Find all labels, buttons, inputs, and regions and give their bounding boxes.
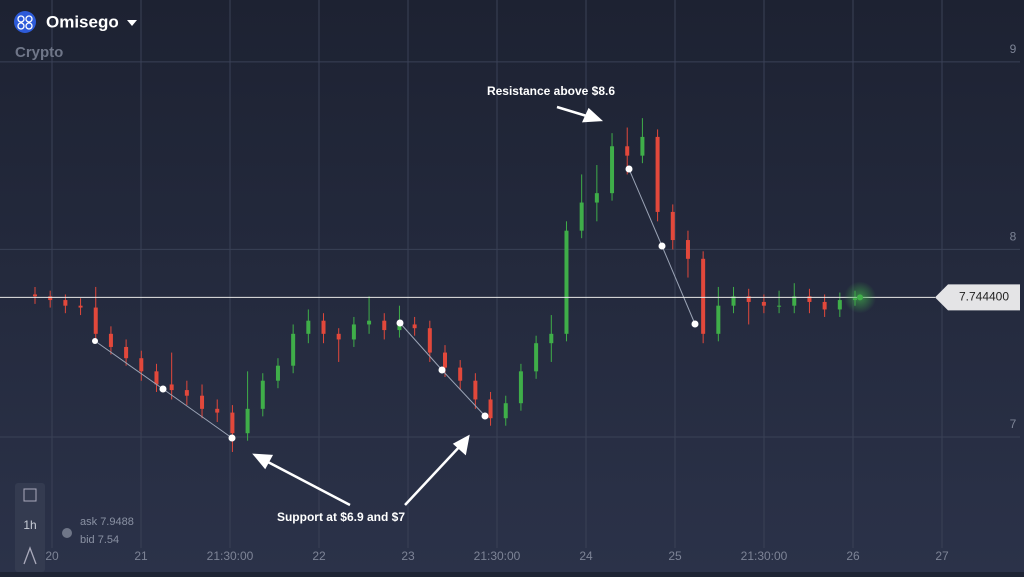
candle-body [534, 343, 539, 372]
asset-selector[interactable]: Omisego [14, 11, 137, 33]
asset-icon [14, 11, 36, 33]
price-line: 7.744400 [0, 281, 1020, 314]
candle-body [351, 324, 356, 340]
candle-body [458, 367, 463, 381]
candle-body [685, 240, 690, 259]
candle-body [579, 202, 584, 231]
candle-body [215, 408, 220, 413]
candle-body [777, 305, 782, 307]
help-icon[interactable] [62, 528, 72, 538]
candles [33, 118, 857, 452]
candle-body [549, 333, 554, 344]
candle-body [488, 399, 493, 419]
candle-body [336, 333, 341, 340]
price-dot [857, 294, 863, 301]
candle-body [610, 146, 615, 194]
y-tick-label: 8 [1010, 230, 1017, 244]
bid-price: bid 7.54 [80, 534, 119, 546]
price-tag-label: 7.744400 [959, 290, 1009, 304]
candle-body [427, 328, 432, 353]
candle-body [807, 296, 812, 302]
candle-type-button[interactable] [23, 488, 37, 502]
candle-body [837, 300, 842, 310]
asset-category: Crypto [15, 44, 63, 61]
candle-body [792, 296, 797, 306]
candle-body [473, 380, 478, 400]
candle-body [230, 412, 235, 434]
candle-body [564, 230, 569, 334]
candle-body [124, 346, 129, 359]
candle-body [108, 333, 113, 347]
candle-body [822, 301, 827, 310]
annotation: Resistance above $8.6 [487, 84, 615, 98]
y-tick-label: 9 [1010, 42, 1017, 56]
y-tick-label: 7 [1010, 417, 1017, 431]
candle-body [139, 358, 144, 372]
candle-body [701, 258, 706, 334]
x-tick-label: 21:30:00 [474, 549, 521, 563]
candle-body [78, 305, 83, 308]
candle-body [33, 294, 37, 297]
candle-body [169, 384, 174, 391]
dropdown-caret [127, 20, 137, 26]
x-tick-label: 25 [668, 549, 682, 563]
candle-body [48, 296, 53, 301]
grid: 7 8 9 20 21 21:30:00 22 23 21:30:00 24 25 21:30:00 2… [0, 0, 1020, 563]
candle-body [367, 320, 372, 325]
candle-body [200, 395, 205, 409]
x-tick-label: 21 [134, 549, 148, 563]
x-tick-label: 27 [935, 549, 949, 563]
candle-body [306, 320, 311, 334]
candle-body [291, 333, 296, 366]
x-tick-label: 24 [579, 549, 593, 563]
candle-body [594, 193, 599, 203]
annotation: Support at $6.9 and $7 [277, 510, 405, 524]
x-tick-label: 22 [312, 549, 326, 563]
candle-body [397, 324, 402, 331]
candle-body [93, 307, 98, 334]
candle-body [746, 296, 751, 302]
candle-body [63, 300, 68, 306]
candle-body [761, 301, 766, 306]
x-tick-label: 26 [846, 549, 860, 563]
interval-button[interactable]: 1h [23, 518, 36, 532]
candle-body [640, 136, 645, 156]
x-tick-label: 20 [45, 549, 59, 563]
candle-body [275, 365, 280, 381]
candle-body [731, 296, 736, 306]
arrows [252, 105, 604, 507]
ask-price: ask 7.9488 [80, 516, 134, 528]
candle-body [716, 305, 721, 334]
x-tick-label: 23 [401, 549, 415, 563]
candle-body [245, 408, 250, 434]
candle-body [382, 320, 387, 331]
candle-body [625, 146, 630, 156]
candle-body [503, 403, 508, 419]
candle-body [260, 380, 265, 409]
indicator-button[interactable] [23, 546, 37, 565]
candle-body [321, 320, 326, 334]
asset-name: Omisego [46, 12, 119, 31]
candle-body [154, 371, 159, 385]
x-tick-label: 21:30:00 [207, 549, 254, 563]
candle-body [412, 324, 417, 329]
candle-body [443, 352, 447, 368]
price-tag [935, 284, 1020, 311]
candle-body [184, 390, 189, 396]
trend-points [92, 165, 699, 442]
candle-body [655, 136, 660, 212]
toolbar: 1h [15, 483, 45, 572]
x-tick-label: 21:30:00 [741, 549, 788, 563]
candle-body [670, 211, 675, 241]
candle-body [518, 371, 523, 404]
